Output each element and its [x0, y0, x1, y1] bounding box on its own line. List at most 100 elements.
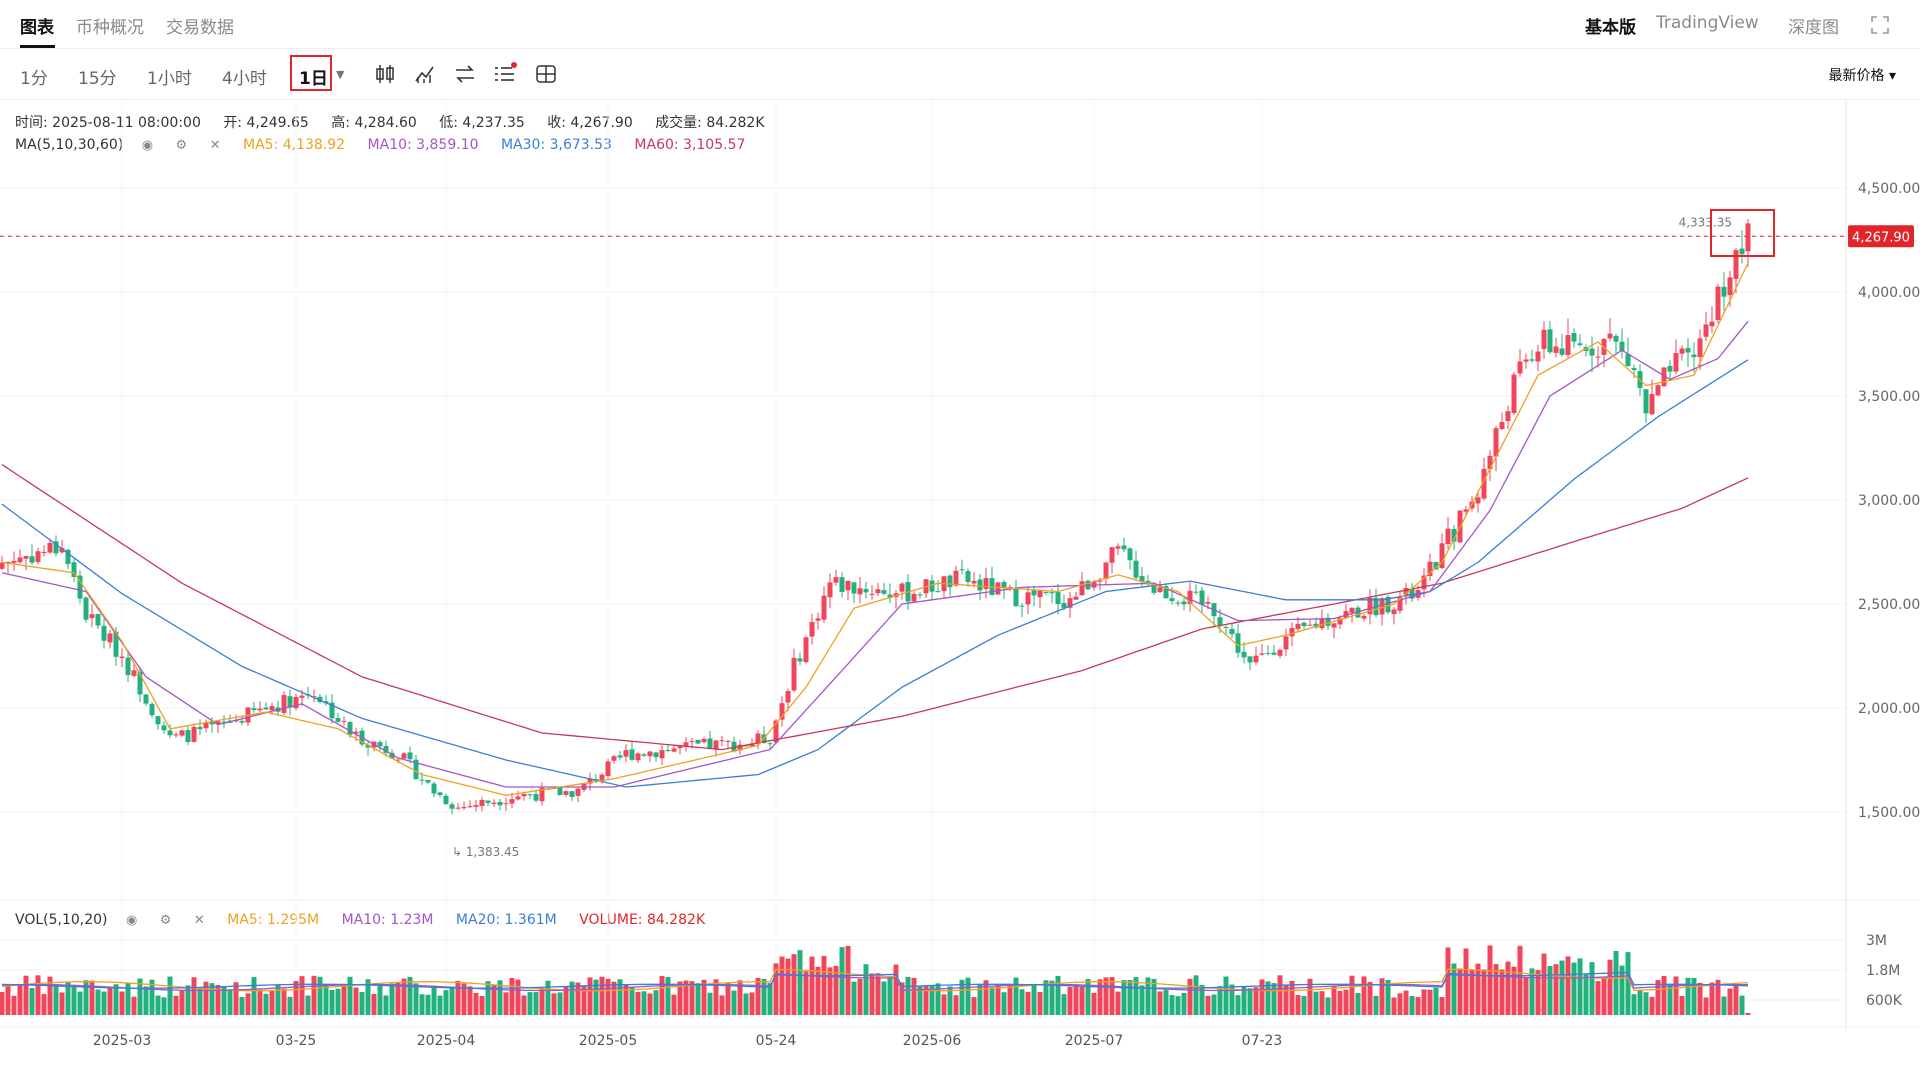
candle-body	[23, 556, 29, 559]
ma60-line	[1, 464, 1749, 751]
volume-bar	[539, 988, 545, 1015]
vol-eye-icon[interactable]: ◉	[125, 913, 138, 928]
basic-view-link[interactable]: 基本版	[1585, 18, 1636, 38]
candle-body	[1181, 601, 1187, 605]
volume-bar	[839, 947, 845, 1015]
indicator-icon[interactable]	[412, 61, 438, 87]
depth-chart-link[interactable]: 深度图	[1788, 18, 1839, 38]
eye-icon[interactable]: ◉	[141, 138, 154, 153]
volume-bar	[1277, 975, 1283, 1015]
candle-body	[1523, 359, 1529, 362]
ma-legend: MA(5,10,30,60) ◉ ⚙ ✕ MA5: 4,138.92 MA10:…	[15, 137, 763, 153]
candle-body	[671, 748, 677, 752]
candlestick-icon[interactable]	[372, 61, 398, 87]
volume-bar	[257, 989, 263, 1015]
candle-body	[1199, 590, 1205, 605]
volume-bar	[83, 980, 89, 1015]
candle-body	[863, 588, 869, 593]
candle-body	[59, 548, 65, 553]
candle-body	[197, 726, 203, 730]
tradingview-link[interactable]: TradingView	[1656, 13, 1759, 33]
volume-bar	[641, 991, 647, 1015]
volume-bar	[1367, 981, 1373, 1015]
price-type-select[interactable]: 最新价格 ▾	[1828, 68, 1896, 84]
tab-chart[interactable]: 图表	[20, 18, 54, 38]
volume-bar	[431, 985, 437, 1015]
current-price-label: 4,267.90	[1852, 230, 1910, 245]
candle-body	[1163, 586, 1169, 599]
volume-bar	[1727, 988, 1733, 1015]
volume-bar	[1217, 986, 1223, 1015]
candle-body	[1241, 651, 1247, 658]
interval-4h[interactable]: 4小时	[222, 69, 267, 89]
settings-icon[interactable]: ⚙	[175, 138, 188, 153]
candle-body	[1121, 545, 1127, 550]
volume-bar	[851, 981, 857, 1015]
candle-body	[437, 792, 443, 795]
candle-body	[1619, 341, 1625, 352]
candle-body	[665, 750, 671, 752]
ma5-line	[1, 262, 1749, 797]
candle-body	[221, 721, 227, 723]
close-icon[interactable]: ✕	[209, 138, 221, 153]
volume-bar	[1559, 960, 1565, 1015]
candle-body	[1451, 528, 1457, 542]
candle-body	[533, 794, 539, 801]
candle-body	[1739, 248, 1745, 255]
interval-dropdown-caret[interactable]: ▼	[336, 68, 345, 81]
volume-bar	[1307, 978, 1313, 1015]
volume-bar	[1391, 997, 1397, 1015]
candle-body	[71, 562, 77, 577]
vol-settings-icon[interactable]: ⚙	[159, 913, 172, 928]
volume-bar	[617, 979, 623, 1015]
vol-legend: VOL(5,10,20) ◉ ⚙ ✕ MA5: 1.295M MA10: 1.2…	[15, 912, 723, 928]
volume-bar	[53, 983, 59, 1015]
candle-body	[1277, 649, 1283, 656]
volume-bar	[755, 977, 761, 1015]
volume-bar	[1331, 985, 1337, 1015]
candle-body	[959, 569, 965, 571]
interval-1m[interactable]: 1分	[20, 69, 48, 89]
volume-bar	[995, 984, 1001, 1015]
axis-labels: 4,500.00 4,000.00 3,500.00 3,000.00 2,500.00…	[93, 181, 1920, 1049]
volume-bar	[821, 956, 827, 1015]
volume-bar	[347, 976, 353, 1015]
candle-body	[1595, 356, 1601, 358]
candle-body	[1625, 354, 1631, 367]
candle-body	[1427, 561, 1433, 577]
list-settings-icon[interactable]	[492, 61, 518, 87]
volume-bar	[671, 994, 677, 1015]
volume-bar	[1103, 977, 1109, 1015]
ma60-value: MA60: 3,105.57	[634, 137, 746, 153]
vol-close-icon[interactable]: ✕	[193, 913, 205, 928]
candle-body	[1673, 353, 1679, 372]
volume-bar	[1067, 987, 1073, 1015]
swap-icon[interactable]	[452, 61, 478, 87]
volume-bar	[1427, 989, 1433, 1015]
volume-bar	[1211, 994, 1217, 1015]
volume-bar	[1043, 980, 1049, 1015]
candle-body	[1721, 286, 1727, 297]
volume-bar	[953, 995, 959, 1015]
volume-bar	[287, 996, 293, 1015]
layout-icon[interactable]	[533, 61, 559, 87]
fullscreen-icon[interactable]	[1870, 15, 1890, 35]
chart-toolbar: 1分 15分 1小时 4小时 1日 ▼ 最新价格 ▾	[0, 49, 1920, 100]
candle-body	[575, 788, 581, 796]
candle-body	[425, 779, 431, 783]
tab-coin-overview[interactable]: 币种概况	[76, 18, 144, 38]
time-tick-label: 03-25	[276, 1033, 317, 1049]
volume-bar	[329, 989, 335, 1015]
interval-15m[interactable]: 15分	[78, 69, 117, 89]
volume-bar	[467, 986, 473, 1015]
interval-1d[interactable]: 1日	[299, 69, 328, 89]
candle-body	[935, 591, 941, 593]
candle-body	[107, 633, 113, 643]
volume-bar	[1379, 978, 1385, 1015]
volume-bar	[1469, 970, 1475, 1015]
interval-1h[interactable]: 1小时	[147, 69, 192, 89]
tab-trade-data[interactable]: 交易数据	[166, 18, 234, 38]
volume-bar	[1451, 963, 1457, 1015]
candle-body	[1319, 619, 1325, 629]
